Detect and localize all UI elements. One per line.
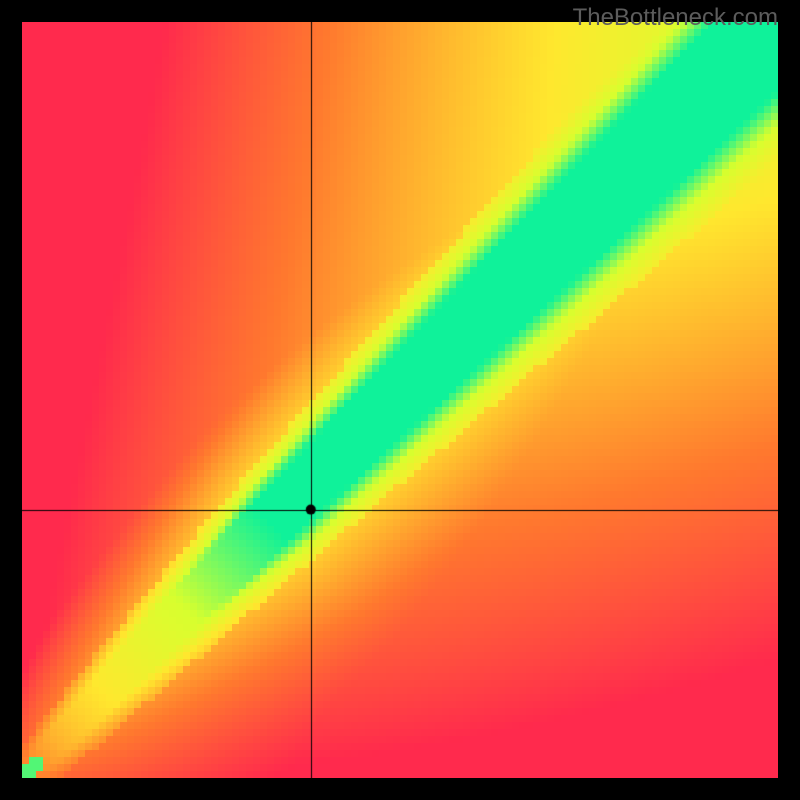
crosshair-overlay xyxy=(22,22,778,778)
watermark-text: TheBottleneck.com xyxy=(573,4,778,32)
chart-container: TheBottleneck.com xyxy=(0,0,800,800)
